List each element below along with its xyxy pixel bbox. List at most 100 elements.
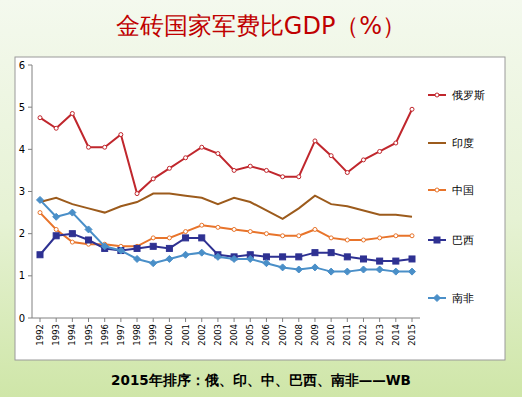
annotation: 2015年排序：俄、印、中、巴西、南非——WB — [111, 372, 411, 388]
marker — [151, 177, 155, 181]
marker — [345, 171, 349, 175]
y-tick-label: 5 — [19, 102, 25, 113]
marker — [119, 133, 123, 137]
x-tick — [153, 318, 154, 322]
y-tick — [28, 233, 32, 234]
x-tick — [314, 318, 315, 322]
marker — [135, 192, 139, 196]
marker — [344, 268, 351, 275]
x-tick — [201, 318, 202, 322]
x-tick — [169, 318, 170, 322]
marker — [297, 234, 301, 238]
marker — [184, 230, 188, 234]
x-tick — [88, 318, 89, 322]
marker — [247, 255, 254, 262]
marker — [199, 235, 205, 241]
x-tick-label: 2008 — [294, 324, 304, 346]
marker — [344, 254, 350, 260]
x-tick-label: 2005 — [245, 324, 255, 346]
x-tick-label: 2014 — [391, 324, 401, 346]
marker — [69, 209, 76, 216]
x-tick — [217, 318, 218, 322]
marker — [183, 235, 189, 241]
x-tick-label: 2006 — [261, 324, 271, 346]
marker — [85, 226, 92, 233]
x-tick — [412, 318, 413, 322]
x-tick-label: 2001 — [181, 324, 191, 346]
x-tick — [266, 318, 267, 322]
marker — [409, 268, 416, 275]
series-line — [40, 194, 412, 219]
marker — [37, 196, 44, 203]
y-tick — [28, 275, 32, 276]
title: 金砖国家军费比GDP（%） — [116, 12, 406, 40]
marker — [360, 256, 366, 262]
marker — [54, 126, 58, 130]
legend-label: 中国 — [452, 184, 474, 197]
x-axis — [32, 318, 420, 319]
marker — [184, 156, 188, 160]
y-tick — [28, 65, 32, 66]
y-tick-label: 3 — [19, 186, 25, 197]
x-tick-label: 2000 — [164, 324, 174, 346]
x-tick-label: 1995 — [84, 324, 94, 346]
marker — [281, 175, 285, 179]
marker — [214, 253, 221, 260]
legend-line — [428, 189, 446, 191]
chart-frame — [15, 57, 505, 360]
x-tick-label: 2011 — [342, 324, 352, 346]
legend-label: 印度 — [452, 137, 474, 150]
marker — [280, 254, 286, 260]
marker — [167, 166, 171, 170]
marker — [410, 234, 414, 238]
x-tick — [282, 318, 283, 322]
marker — [150, 260, 157, 267]
marker — [393, 258, 399, 264]
marker — [200, 223, 204, 227]
marker — [328, 250, 334, 256]
marker — [232, 168, 236, 172]
marker — [313, 139, 317, 143]
marker — [409, 256, 415, 262]
x-tick — [234, 318, 235, 322]
marker — [295, 266, 302, 273]
x-tick — [72, 318, 73, 322]
marker — [101, 243, 108, 250]
marker — [150, 243, 156, 249]
legend-label: 南非 — [452, 292, 474, 305]
x-tick-label: 1997 — [116, 324, 126, 346]
marker — [166, 245, 172, 251]
x-tick-label: 2009 — [310, 324, 320, 346]
marker — [329, 154, 333, 158]
legend-marker — [434, 295, 441, 302]
marker — [410, 107, 414, 111]
marker — [297, 175, 301, 179]
x-tick — [298, 318, 299, 322]
marker — [361, 238, 365, 242]
marker — [167, 236, 171, 240]
legend-label: 巴西 — [452, 234, 474, 247]
y-tick-label: 2 — [19, 228, 25, 239]
x-tick-label: 2003 — [213, 324, 223, 346]
x-tick-label: 1992 — [35, 324, 45, 346]
x-tick-label: 2010 — [326, 324, 336, 346]
x-tick-label: 2013 — [375, 324, 385, 346]
y-tick — [28, 191, 32, 192]
x-tick-label: 1996 — [100, 324, 110, 346]
marker — [151, 236, 155, 240]
x-tick — [104, 318, 105, 322]
marker — [54, 227, 58, 231]
x-tick — [120, 318, 121, 322]
x-tick — [137, 318, 138, 322]
marker — [216, 152, 220, 156]
y-tick — [28, 107, 32, 108]
marker — [216, 225, 220, 229]
marker — [118, 248, 124, 254]
marker — [231, 255, 238, 262]
x-tick — [185, 318, 186, 322]
x-tick — [250, 318, 251, 322]
marker — [360, 266, 367, 273]
marker — [38, 116, 42, 120]
marker — [198, 249, 205, 256]
y-tick-label: 0 — [19, 313, 25, 324]
